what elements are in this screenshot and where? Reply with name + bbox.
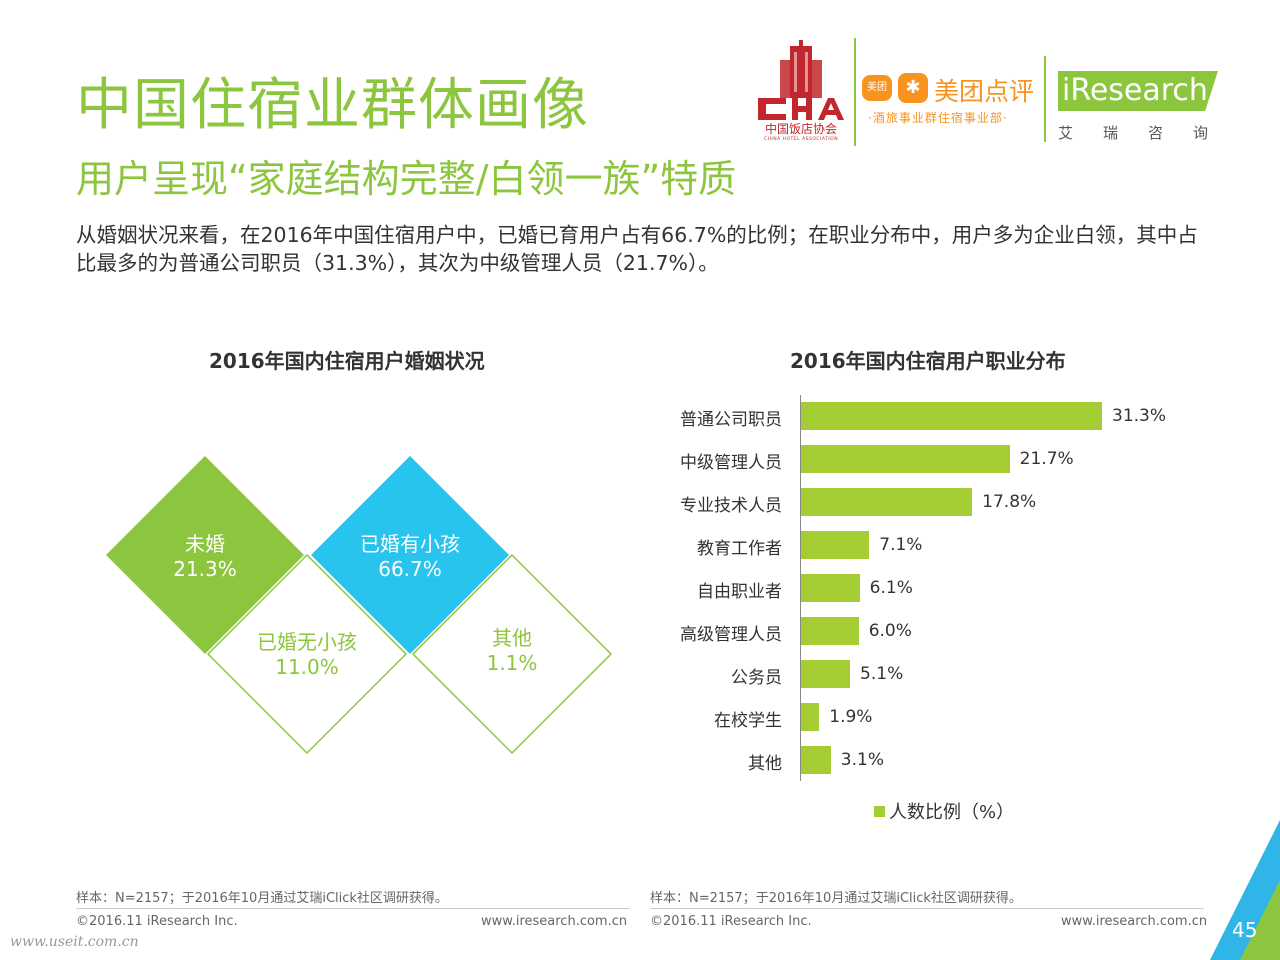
page-subtitle: 用户呈现“家庭结构完整/白领一族”特质: [76, 157, 737, 201]
bar: [801, 445, 1010, 473]
dianping-icon: ✱: [898, 73, 928, 103]
corner-decoration: [1210, 820, 1280, 960]
sample-note-left: 样本：N=2157；于2016年10月通过艾瑞iClick社区调研获得。: [76, 891, 448, 906]
bar-category-label: 专业技术人员: [680, 496, 782, 516]
diamond-label-unmarried: 未婚 21.3%: [125, 532, 285, 582]
bar-category-label: 在校学生: [714, 711, 782, 731]
legend-label: 人数比例（%）: [889, 802, 1015, 823]
bar: [801, 402, 1102, 430]
bar: [801, 488, 973, 516]
page-number: 45: [1232, 918, 1258, 942]
diamond-label-other: 其他 1.1%: [432, 626, 592, 676]
page-title: 中国住宿业群体画像: [76, 73, 589, 138]
meituan-dianping-name: 美团点评: [934, 77, 1035, 106]
intro-paragraph: 从婚姻状况来看，在2016年中国住宿用户中，已婚已育用户占有66.7%的比例；在…: [76, 223, 1198, 275]
diamond-category: 未婚: [185, 532, 225, 556]
bar-value-label: 31.3%: [1112, 406, 1167, 426]
bar-axis: [800, 395, 801, 781]
meituan-subtitle: ·酒旅事业群住宿事业部·: [868, 111, 1008, 125]
china-hotel-association-logo: [758, 40, 844, 120]
footer-divider: [76, 908, 630, 909]
logo-divider: [854, 38, 856, 146]
diamond-label-married-with-child: 已婚有小孩 66.7%: [330, 532, 490, 582]
bar: [801, 746, 831, 774]
watermark: www.useit.com.cn: [10, 934, 139, 950]
bar-category-label: 普通公司职员: [680, 410, 782, 430]
iresearch-logo: iResearch: [1058, 71, 1218, 111]
diamond-value: 11.0%: [275, 655, 339, 679]
diamond-unmarried: [106, 456, 304, 654]
cha-name-cn: 中国饭店协会: [764, 122, 837, 136]
bar: [801, 617, 859, 645]
diamond-value: 1.1%: [486, 651, 538, 675]
partner-logos: 中国饭店协会 CHINA HOTEL ASSOCIATION 美团 ✱ 美团点评…: [752, 38, 1222, 150]
diamond-category: 其他: [492, 626, 532, 650]
diamond-value: 21.3%: [173, 557, 237, 581]
bar-category-label: 高级管理人员: [680, 625, 782, 645]
marriage-chart-title: 2016年国内住宿用户婚姻状况: [209, 349, 485, 373]
occupation-chart-title: 2016年国内住宿用户职业分布: [790, 349, 1066, 373]
bar-value-label: 6.1%: [869, 578, 913, 598]
bar-legend: 人数比例（%）: [874, 798, 1014, 824]
bar-category-label: 中级管理人员: [680, 453, 782, 473]
bar-value-label: 5.1%: [860, 664, 904, 684]
bar: [801, 531, 870, 559]
legend-swatch: [874, 806, 885, 817]
bar-category-label: 其他: [748, 754, 782, 774]
bar-category-label: 教育工作者: [697, 539, 782, 559]
iresearch-name-cn: 艾瑞咨询: [1058, 124, 1239, 142]
diamond-married-with-child: [311, 456, 509, 654]
copyright-right: ©2016.11 iResearch Inc.: [650, 914, 812, 929]
footer-divider: [650, 908, 1204, 909]
site-url-right: www.iresearch.com.cn: [1061, 914, 1208, 929]
diamond-category: 已婚有小孩: [360, 532, 460, 556]
bar-value-label: 21.7%: [1019, 449, 1074, 469]
diamond-other: [411, 553, 613, 755]
diamond-label-married-no-child: 已婚无小孩 11.0%: [227, 630, 387, 680]
copyright-left: ©2016.11 iResearch Inc.: [76, 914, 238, 929]
bar-category-label: 自由职业者: [697, 582, 782, 602]
bar-value-label: 17.8%: [982, 492, 1037, 512]
diamond-category: 已婚无小孩: [257, 630, 357, 654]
bar-value-label: 1.9%: [829, 707, 873, 727]
sample-note-right: 样本：N=2157；于2016年10月通过艾瑞iClick社区调研获得。: [650, 891, 1022, 906]
meituan-icon: 美团: [862, 75, 892, 101]
cha-name-en: CHINA HOTEL ASSOCIATION: [763, 137, 839, 142]
logo-divider: [1044, 56, 1046, 142]
site-url-left: www.iresearch.com.cn: [481, 914, 628, 929]
bar-value-label: 6.0%: [868, 621, 912, 641]
bar-category-label: 公务员: [731, 668, 782, 688]
diamond-married-no-child: [206, 553, 408, 755]
diamond-value: 66.7%: [378, 557, 442, 581]
bar-value-label: 3.1%: [840, 750, 884, 770]
bar: [801, 574, 860, 602]
bar: [801, 660, 851, 688]
bar: [801, 703, 820, 731]
bar-value-label: 7.1%: [879, 535, 923, 555]
